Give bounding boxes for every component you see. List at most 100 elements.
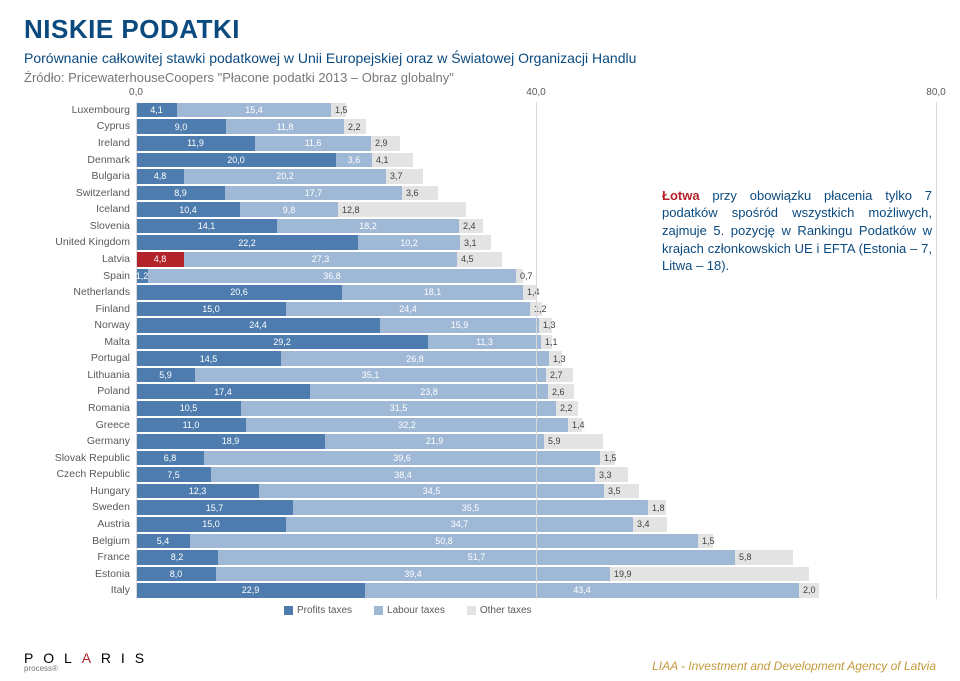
bar-segment: 15,9 [380,318,539,333]
bar-segment: 2,0 [799,583,819,598]
legend-item: Labour taxes [374,605,445,616]
bar-segment: 5,4 [136,534,190,549]
bar-segment: 11,6 [255,136,371,151]
bar-segment: 21,9 [325,434,544,449]
bar-segment: 27,3 [184,252,457,267]
grid-line [936,102,937,599]
bar-segment: 31,5 [241,401,556,416]
bar-segment: 3,1 [460,235,491,250]
legend-label: Other taxes [480,605,532,616]
country-label: Slovenia [24,218,136,235]
chart-legend: Profits taxes Labour taxes Other taxes [284,605,936,616]
country-label: Bulgaria [24,168,136,185]
country-label: Italy [24,582,136,599]
country-label: Czech Republic [24,466,136,483]
bar-segment: 32,2 [246,418,568,433]
bar-segment: 12,3 [136,484,259,499]
country-label: Malta [24,334,136,351]
country-label: Luxembourg [24,102,136,119]
bar-segment: 29,2 [136,335,428,350]
bar-segment: 0,7 [516,269,523,284]
bar-segment: 39,6 [204,451,600,466]
bar-segment: 4,5 [457,252,502,267]
bar-segment: 20,2 [184,169,386,184]
country-label: France [24,549,136,566]
bar-segment: 9,0 [136,119,226,134]
bar-segment: 3,6 [336,153,372,168]
axis-tick: 80,0 [926,87,945,98]
bar-segment: 34,5 [259,484,604,499]
legend-swatch [374,606,383,615]
brand-block: P O L A R I S process® [24,650,147,673]
page-title: NISKIE PODATKI [24,14,936,45]
bar-segment: 11,0 [136,418,246,433]
bar-segment: 8,9 [136,186,225,201]
bar-segment: 8,0 [136,567,216,582]
bar-segment: 17,4 [136,384,310,399]
tax-rate-chart: LuxembourgCyprusIrelandDenmarkBulgariaSw… [24,87,936,599]
country-label: Sweden [24,499,136,516]
bar-segment: 11,3 [428,335,541,350]
bar-segment: 35,5 [293,500,648,515]
bar-segment: 1,8 [648,500,666,515]
bar-segment: 2,2 [556,401,578,416]
bar-segment: 38,4 [211,467,595,482]
callout-body: przy obowiązku płacenia tylko 7 podatków… [662,188,932,273]
country-label: Portugal [24,350,136,367]
chart-subtitle: Porównanie całkowitej stawki podatkowej … [24,49,936,68]
bar-segment: 10,5 [136,401,241,416]
country-label: Switzerland [24,185,136,202]
grid-line [136,102,137,599]
legend-label: Labour taxes [387,605,445,616]
bar-segment: 7,5 [136,467,211,482]
country-label: Germany [24,433,136,450]
country-label: Poland [24,383,136,400]
bar-segment: 1,5 [331,103,346,118]
chart-source: Źródło: PricewaterhouseCoopers "Płacone … [24,70,936,85]
bar-segment: 24,4 [136,318,380,333]
axis-tick: 40,0 [526,87,545,98]
bar-segment: 11,9 [136,136,255,151]
country-label: Belgium [24,533,136,550]
bar-segment: 15,0 [136,302,286,317]
axis-tick: 0,0 [129,87,143,98]
country-label: Lithuania [24,367,136,384]
bar-segment: 10,2 [358,235,460,250]
bar-segment: 3,3 [595,467,628,482]
bar-segment: 2,6 [548,384,574,399]
bar-segment: 1,3 [539,318,552,333]
bar-segment: 34,7 [286,517,633,532]
bar-segment: 18,2 [277,219,459,234]
callout-text: Łotwa przy obowiązku płacenia tylko 7 po… [662,187,932,275]
legend-swatch [467,606,476,615]
legend-item: Other taxes [467,605,532,616]
bar-segment: 5,9 [544,434,603,449]
bar-segment: 4,8 [136,252,184,267]
bar-segment: 15,0 [136,517,286,532]
bar-segment: 1,4 [523,285,537,300]
country-label: Hungary [24,483,136,500]
x-axis: 0,040,080,0 [136,87,936,102]
country-label: Slovak Republic [24,450,136,467]
bar-segment: 10,4 [136,202,240,217]
bar-segment: 36,8 [148,269,516,284]
bar-segment: 1,2 [136,269,148,284]
bar-segment: 20,0 [136,153,336,168]
bar-segment: 3,5 [604,484,639,499]
bar-segment: 1,3 [549,351,562,366]
bar-segment: 2,4 [459,219,483,234]
country-label: Romania [24,400,136,417]
country-label: Austria [24,516,136,533]
bar-segment: 3,7 [386,169,423,184]
bar-segment: 22,2 [136,235,358,250]
bar-segment: 2,2 [344,119,366,134]
country-label: United Kingdom [24,234,136,251]
legend-item: Profits taxes [284,605,352,616]
page-footer: P O L A R I S process® LIAA - Investment… [24,650,936,673]
country-label: Iceland [24,201,136,218]
country-label: Spain [24,268,136,285]
country-label: Latvia [24,251,136,268]
bar-segment: 9,8 [240,202,338,217]
country-labels: LuxembourgCyprusIrelandDenmarkBulgariaSw… [24,87,136,599]
country-label: Cyprus [24,118,136,135]
